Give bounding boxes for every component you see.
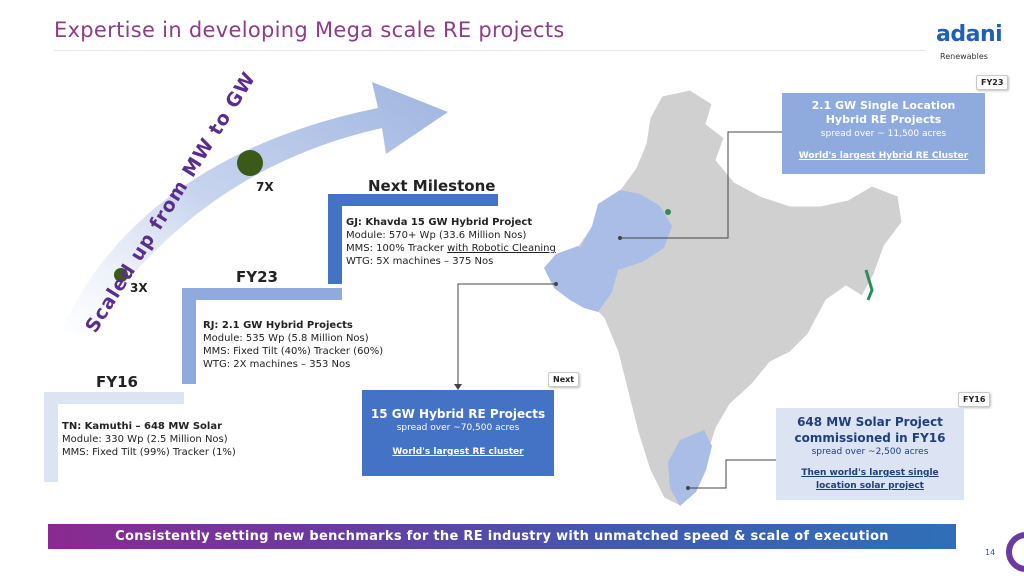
step-fy23-bar <box>182 288 196 384</box>
fy23-line: MMS: Fixed Tilt (40%) Tracker (60%) <box>203 346 384 357</box>
bottom-banner: Consistently setting new benchmarks for … <box>48 524 956 549</box>
connector-tn <box>688 459 776 489</box>
connector-rj <box>620 131 782 239</box>
callout-tn-sub: spread over ~2,500 acres <box>811 447 929 457</box>
fy16-heading: TN: Kamuthi – 648 MW Solar <box>62 421 222 432</box>
callout-tn-title: 648 MW Solar Project commissioned in FY1… <box>794 415 946 445</box>
connector-gj <box>457 283 556 388</box>
callout-gj-link[interactable]: World's largest RE cluster <box>392 447 524 457</box>
callout-rj-title: 2.1 GW Single Location Hybrid RE Project… <box>811 99 956 126</box>
fy16-line: Module: 330 Wp (2.5 Million Nos) <box>62 434 228 445</box>
corner-ring-icon <box>1006 532 1024 572</box>
callout-gj-sub: spread over ~70,500 acres <box>396 423 520 433</box>
step-label-fy16: FY16 <box>96 373 138 391</box>
tag-next: Next <box>548 372 580 387</box>
rajasthan-highlight <box>580 190 672 270</box>
fy16-line: MMS: Fixed Tilt (99%) Tracker (1%) <box>62 447 236 458</box>
adani-logo: adani <box>936 22 1003 47</box>
gujarat-highlight <box>544 246 618 312</box>
callout-rj-link[interactable]: World's largest Hybrid RE Cluster <box>798 151 969 161</box>
callout-tn: 648 MW Solar Project commissioned in FY1… <box>776 408 964 500</box>
callout-rj-sub: spread over ~ 11,500 acres <box>820 129 947 139</box>
callout-tn-link[interactable]: Then world's largest single location sol… <box>801 468 939 491</box>
multiplier-3x: 3X <box>130 281 148 295</box>
next-line: Module: 570+ Wp (33.6 Million Nos) <box>346 230 527 241</box>
page-title: Expertise in developing Mega scale RE pr… <box>54 18 565 42</box>
next-line: WTG: 5X machines – 375 Nos <box>346 256 494 267</box>
milestone-dot-3x <box>114 268 128 282</box>
tag-fy16: FY16 <box>958 392 991 407</box>
fy23-details: RJ: 2.1 GW Hybrid Projects Module: 535 W… <box>203 319 383 371</box>
multiplier-7x: 7X <box>256 180 274 194</box>
callout-gj-title: 15 GW Hybrid RE Projects <box>370 407 546 421</box>
connector-rj-dot <box>618 236 622 240</box>
step-next-top <box>328 194 498 206</box>
next-line-prefix: MMS: 100% Tracker <box>346 243 448 254</box>
step-fy16-top <box>44 392 184 404</box>
robotic-cleaning-link[interactable]: with Robotic Cleaning <box>447 243 556 254</box>
next-heading: GJ: Khavda 15 GW Hybrid Project <box>346 217 533 228</box>
page-number: 14 <box>985 548 996 557</box>
fy23-line: Module: 535 Wp (5.8 Million Nos) <box>203 333 369 344</box>
next-details: GJ: Khavda 15 GW Hybrid Project Module: … <box>346 216 556 268</box>
tag-fy23: FY23 <box>976 75 1009 90</box>
milestone-dot-7x <box>237 150 263 176</box>
tamilnadu-highlight <box>668 430 712 506</box>
step-label-next: Next Milestone <box>368 177 496 195</box>
connector-gj-dot <box>554 282 558 286</box>
callout-rj: 2.1 GW Single Location Hybrid RE Project… <box>782 93 985 174</box>
project-marker-east <box>864 269 874 301</box>
fy23-line: WTG: 2X machines – 353 Nos <box>203 359 351 370</box>
logo-subtitle: Renewables <box>940 52 988 61</box>
title-divider <box>54 50 926 51</box>
step-fy16-bar <box>44 392 58 482</box>
callout-gj: 15 GW Hybrid RE Projects spread over ~70… <box>362 390 554 476</box>
fy23-heading: RJ: 2.1 GW Hybrid Projects <box>203 320 353 331</box>
step-label-fy23: FY23 <box>236 268 278 286</box>
step-next-bar <box>328 194 342 284</box>
project-marker-north <box>665 209 671 215</box>
connector-gj-arrowhead <box>454 384 462 390</box>
growth-arrow <box>62 82 448 338</box>
fy16-details: TN: Kamuthi – 648 MW Solar Module: 330 W… <box>62 420 236 459</box>
connector-tn-dot <box>686 486 690 490</box>
step-fy23-top <box>182 288 342 300</box>
